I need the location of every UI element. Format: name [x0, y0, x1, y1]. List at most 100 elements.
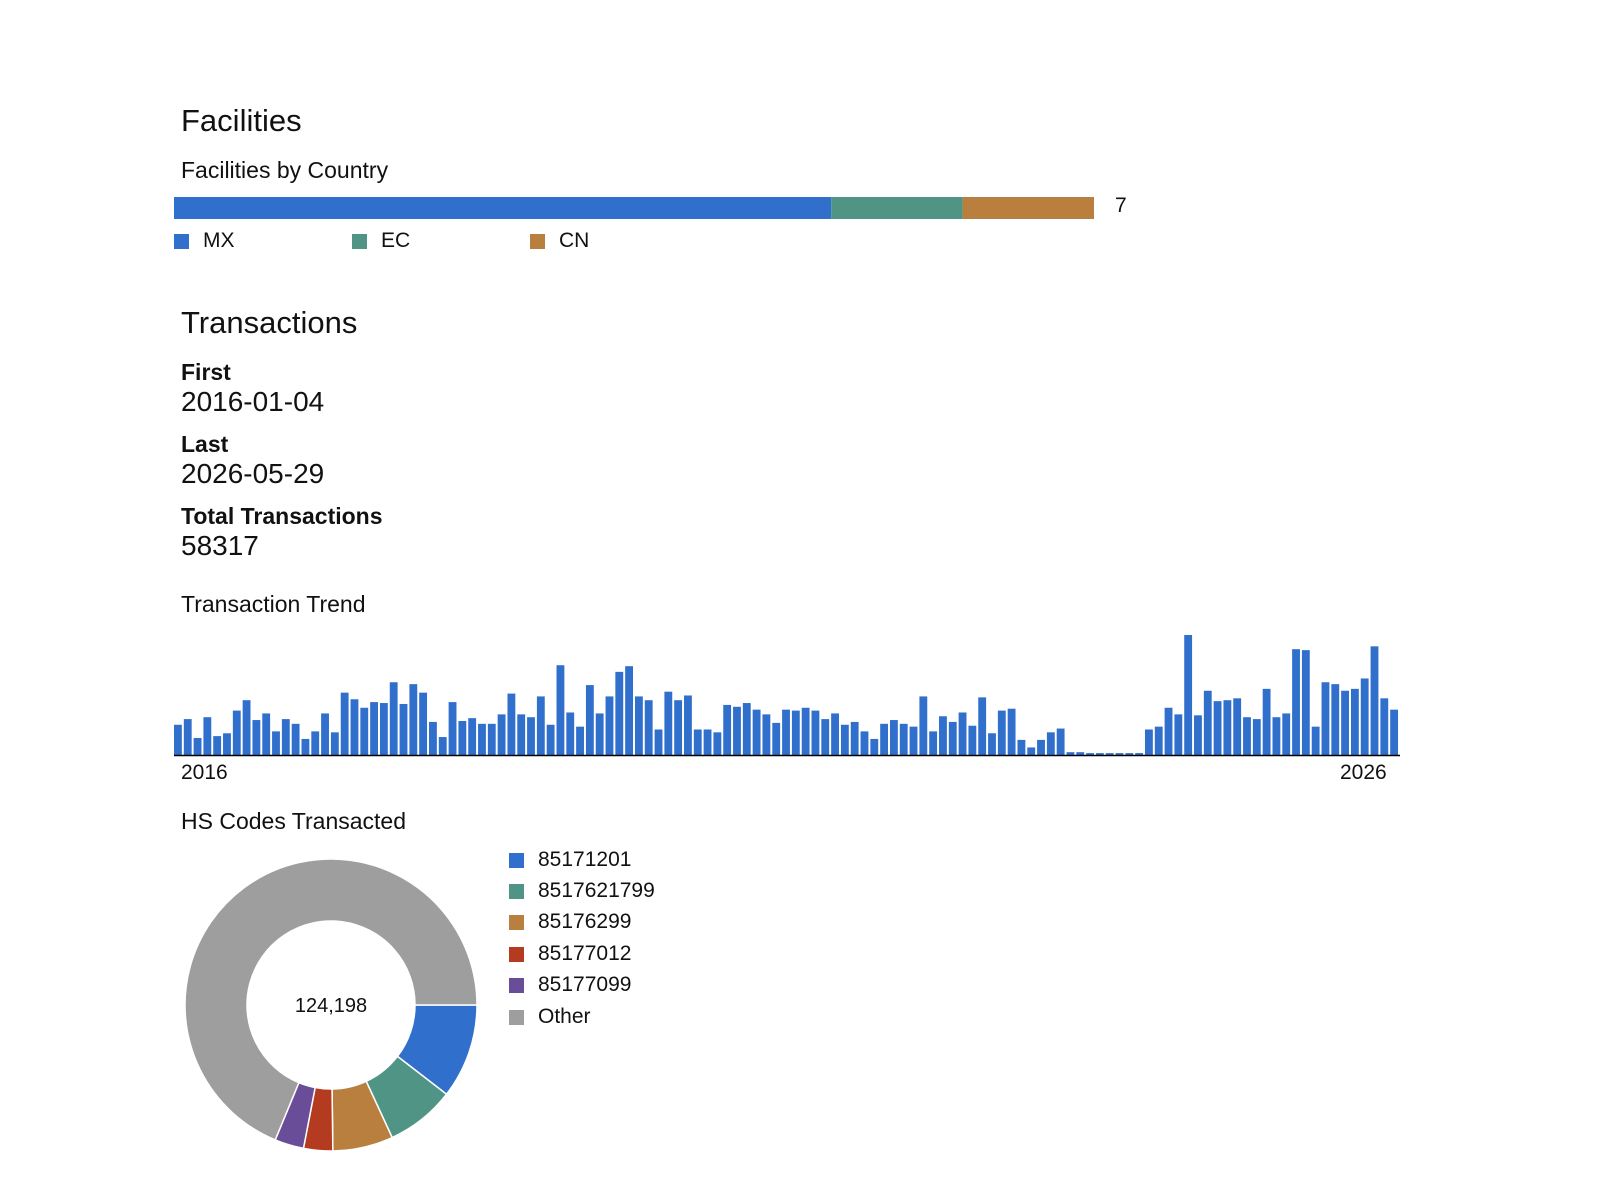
- total-transactions-label: Total Transactions: [181, 503, 383, 529]
- trend-bar: [183, 719, 192, 755]
- trend-bar: [203, 717, 212, 755]
- trend-bar: [1046, 732, 1055, 755]
- trend-bar: [1115, 753, 1124, 755]
- trend-bar: [1095, 753, 1104, 755]
- hs-legend-item: 85177099: [509, 973, 631, 997]
- trend-bar: [174, 724, 182, 755]
- trend-bar: [948, 721, 957, 755]
- trend-bar: [899, 723, 908, 755]
- trend-bar: [772, 722, 781, 755]
- facilities-by-country-title: Facilities by Country: [181, 157, 389, 183]
- legend-label: 85171201: [538, 848, 632, 871]
- donut-slice-other: [184, 858, 478, 1141]
- trend-bar: [1174, 714, 1183, 755]
- legend-label: MX: [203, 229, 235, 252]
- trend-bar: [664, 691, 673, 755]
- trend-bar: [1076, 752, 1085, 755]
- legend-swatch: [509, 977, 524, 993]
- trend-bar: [330, 732, 339, 755]
- trend-bar: [782, 709, 790, 755]
- trend-bar: [1321, 682, 1330, 755]
- trend-bar: [399, 703, 408, 755]
- trend-bar: [801, 707, 810, 755]
- trend-bar: [419, 692, 428, 755]
- hs-codes-title: HS Codes Transacted: [181, 808, 407, 834]
- trend-bar: [311, 731, 320, 755]
- trend-bar: [458, 720, 467, 755]
- trend-bar: [1194, 715, 1202, 755]
- legend-swatch: [509, 1009, 524, 1025]
- trend-bar: [585, 685, 594, 755]
- trend-bar: [595, 713, 604, 755]
- trend-bar: [1233, 698, 1242, 755]
- trend-bar: [193, 737, 202, 755]
- hs-legend-item: 85177012: [509, 942, 631, 966]
- trend-bar: [1370, 646, 1379, 755]
- trend-bar: [546, 724, 555, 755]
- hs-legend-item: 8517621799: [509, 879, 655, 903]
- trend-bar: [791, 710, 800, 755]
- trend-bar: [438, 737, 447, 755]
- trend-bar: [1037, 739, 1045, 755]
- hs-codes-donut-chart: 124,198: [184, 858, 478, 1152]
- legend-item-mx: MX: [174, 229, 235, 253]
- legend-label: 85177012: [538, 942, 632, 965]
- facilities-total-label: 7: [1115, 194, 1127, 217]
- donut-center-label: 124,198: [295, 995, 367, 1017]
- trend-bar: [997, 710, 1006, 755]
- trend-bar: [1184, 635, 1193, 755]
- trend-bar: [242, 700, 251, 755]
- legend-label: CN: [559, 229, 590, 252]
- trend-bar: [370, 702, 379, 755]
- trend-bar: [1390, 709, 1399, 755]
- trend-bar: [1252, 719, 1261, 755]
- trend-bar: [429, 721, 437, 755]
- trend-bar: [1135, 753, 1144, 755]
- trend-bar: [448, 702, 457, 755]
- legend-swatch: [174, 233, 189, 249]
- trend-bar: [1056, 728, 1065, 755]
- trend-bar: [1086, 753, 1094, 755]
- trend-bar: [615, 671, 624, 755]
- trend-bar: [281, 719, 290, 755]
- trend-bar: [262, 713, 271, 755]
- trend-bar: [634, 696, 643, 755]
- trend-bar: [301, 738, 310, 755]
- facility-segment-mx: [174, 197, 832, 219]
- facility-segment-cn: [962, 197, 1094, 219]
- legend-item-ec: EC: [352, 229, 410, 253]
- trend-bar: [1017, 739, 1026, 755]
- legend-item-cn: CN: [530, 229, 589, 253]
- trend-bar: [1213, 701, 1222, 755]
- trend-bar: [1144, 729, 1153, 755]
- trend-bar: [1262, 688, 1271, 755]
- trend-bar: [556, 665, 565, 755]
- trend-bar: [889, 720, 898, 755]
- legend-label: 85177099: [538, 973, 632, 996]
- trend-bar: [1301, 650, 1310, 755]
- legend-swatch: [530, 233, 545, 249]
- trend-bar: [840, 724, 849, 755]
- trend-bar: [1154, 726, 1163, 755]
- trend-bar: [703, 729, 712, 755]
- trend-bar: [468, 718, 477, 755]
- first-label: First: [181, 359, 231, 385]
- trend-bar: [321, 713, 329, 755]
- trend-bar: [1223, 700, 1232, 755]
- hs-legend-item: Other: [509, 1005, 591, 1029]
- trend-bar: [517, 714, 526, 755]
- trend-bar: [850, 721, 859, 755]
- legend-swatch: [509, 946, 524, 962]
- trend-bar: [988, 733, 996, 755]
- trend-bar: [929, 731, 938, 755]
- trend-bar: [1341, 690, 1349, 755]
- legend-label: 85176299: [538, 910, 632, 933]
- legend-label: EC: [381, 229, 411, 252]
- trend-bar: [1243, 717, 1251, 755]
- trend-bar: [831, 713, 839, 755]
- trend-bar: [360, 707, 369, 755]
- trend-bar: [536, 696, 545, 755]
- trend-bar: [1007, 708, 1016, 755]
- trend-bar: [1272, 717, 1281, 755]
- legend-swatch: [509, 914, 524, 930]
